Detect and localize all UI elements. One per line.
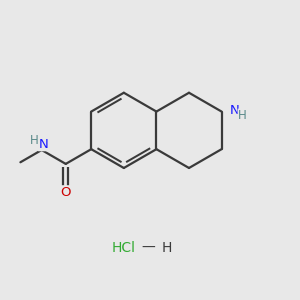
Text: N: N	[230, 104, 239, 117]
Text: H: H	[30, 134, 39, 147]
Text: —: —	[142, 241, 155, 255]
Text: O: O	[61, 186, 71, 199]
Text: HCl: HCl	[112, 241, 136, 255]
Text: H: H	[161, 241, 172, 255]
Text: N: N	[38, 138, 48, 151]
Text: H: H	[238, 109, 247, 122]
